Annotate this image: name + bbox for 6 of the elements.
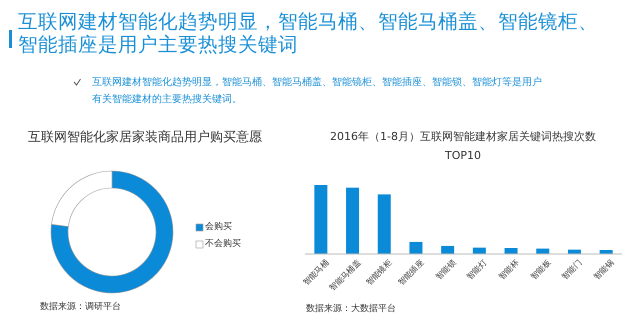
title: 互联网智能化家居家装商品用户购买意愿 bbox=[28, 130, 262, 146]
title: 2016年（1-8月）互联网智能建材家居关键词热搜次数TOP10 bbox=[329, 129, 597, 164]
source: 数据来源：调研平台 bbox=[40, 302, 121, 313]
source: 数据来源：大数据平台 bbox=[306, 304, 396, 315]
title: 互联网建材智能化趋势明显，智能马桶、智能马桶盖、智能镜柜、智能插座是用户主要热搜关键词 bbox=[18, 10, 599, 57]
annotation: 互联网建材智能化趋势明显，智能马桶、智能马桶盖、智能镜柜、智能插座、智能锁、智能灯等是用户有关智能建材的主要热搜关键词。 bbox=[92, 76, 542, 107]
